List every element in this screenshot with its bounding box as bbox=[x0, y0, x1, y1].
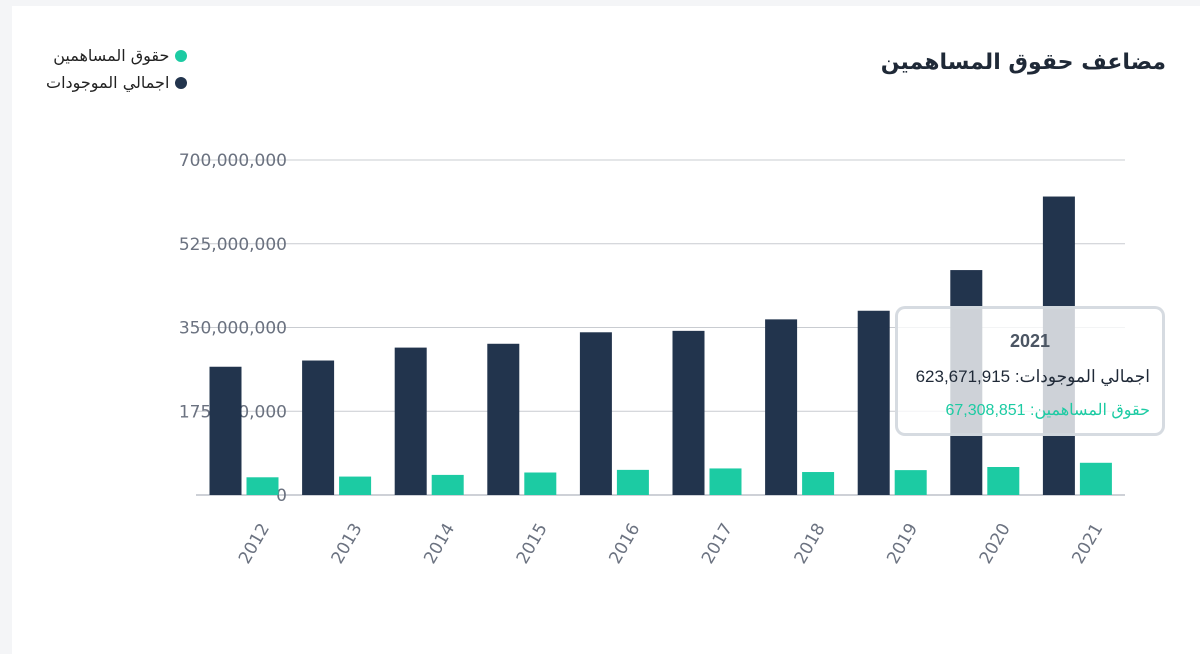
tooltip-equity-row: 67,308,851 حقوق المساهمين: bbox=[946, 400, 1151, 420]
bar-total-assets bbox=[672, 330, 705, 495]
bar-total-assets bbox=[302, 360, 335, 495]
y-tick-label: 0 bbox=[276, 486, 287, 506]
bar-total-assets bbox=[487, 343, 520, 495]
bar-total-assets bbox=[209, 366, 242, 495]
legend-label-equity: حقوق المساهمين bbox=[53, 46, 170, 65]
legend: حقوق المساهمين اجمالي الموجودات bbox=[46, 46, 188, 92]
x-tick-label: 2020 bbox=[976, 520, 1015, 567]
tooltip-assets-row: 623,671,915 اجمالي الموجودات: bbox=[916, 367, 1150, 387]
legend-label-assets: اجمالي الموجودات bbox=[46, 73, 170, 92]
tooltip-assets-label: اجمالي الموجودات: bbox=[1014, 367, 1150, 386]
y-tick-label: 700,000,000 bbox=[179, 151, 287, 171]
x-tick-label: 2019 bbox=[883, 520, 922, 567]
bar-equity bbox=[524, 472, 557, 495]
legend-swatch-assets bbox=[175, 76, 188, 89]
bar-equity bbox=[616, 469, 649, 495]
bar-equity bbox=[987, 467, 1020, 495]
bar-equity bbox=[894, 470, 927, 495]
bar-equity bbox=[339, 476, 372, 495]
bar-equity bbox=[1079, 462, 1112, 495]
bar-total-assets bbox=[394, 347, 427, 495]
x-tick-label: 2018 bbox=[791, 520, 830, 567]
y-tick-label: 525,000,000 bbox=[179, 235, 287, 255]
bar-equity bbox=[802, 472, 835, 495]
bar-total-assets bbox=[579, 332, 612, 495]
x-tick-label: 2014 bbox=[420, 520, 459, 567]
legend-item-assets[interactable]: اجمالي الموجودات bbox=[46, 73, 188, 92]
tooltip-equity-label: حقوق المساهمين: bbox=[1030, 402, 1150, 419]
x-tick-label: 2012 bbox=[235, 520, 274, 567]
x-tick-label: 2017 bbox=[698, 520, 737, 567]
bar-equity bbox=[709, 468, 742, 495]
x-tick-label: 2013 bbox=[328, 520, 367, 567]
bar-equity bbox=[431, 474, 464, 495]
bar-total-assets bbox=[765, 319, 798, 495]
chart-title: مضاعف حقوق المساهمين bbox=[880, 50, 1166, 75]
tooltip: 2021 623,671,915 اجمالي الموجودات: 67,30… bbox=[895, 306, 1165, 436]
y-tick-label: 350,000,000 bbox=[179, 319, 287, 339]
x-tick-label: 2015 bbox=[513, 520, 552, 567]
tooltip-assets-value: 623,671,915 bbox=[915, 367, 1011, 386]
bar-equity bbox=[246, 477, 279, 495]
tooltip-year: 2021 bbox=[1009, 331, 1051, 351]
x-tick-label: 2021 bbox=[1068, 520, 1107, 567]
tooltip-equity-value: 67,308,851 bbox=[945, 402, 1026, 419]
bar-total-assets bbox=[857, 310, 890, 495]
x-tick-label: 2016 bbox=[605, 520, 644, 567]
legend-item-equity[interactable]: حقوق المساهمين bbox=[46, 46, 188, 65]
legend-swatch-equity bbox=[175, 49, 188, 62]
